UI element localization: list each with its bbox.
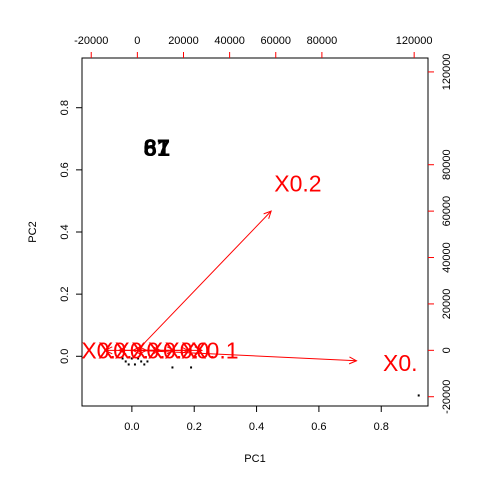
primary-ticks: 0.0 0.2 0.4 0.6 0.8 0.0 0.2 0.4 0.6 0.8 bbox=[59, 100, 389, 433]
y-tick-label: 0.4 bbox=[59, 224, 71, 239]
right-tick-label: 0 bbox=[441, 347, 453, 353]
x-tick-label: 0.0 bbox=[124, 421, 139, 433]
loading-arrowhead bbox=[131, 346, 141, 355]
observation-point: . bbox=[127, 353, 131, 369]
top-tick-label: 40000 bbox=[214, 35, 245, 47]
right-tick-label: 80000 bbox=[441, 149, 453, 180]
observation-point: . bbox=[133, 353, 137, 369]
right-tick-label: 20000 bbox=[441, 289, 453, 320]
observation-label: 87 bbox=[143, 135, 170, 162]
loading-label: X0. bbox=[98, 337, 133, 363]
top-tick-label: 80000 bbox=[307, 35, 338, 47]
x-tick-label: 0.6 bbox=[311, 421, 326, 433]
observation-point: . bbox=[139, 350, 143, 366]
observation-point: . bbox=[170, 356, 174, 372]
right-tick-label: -20000 bbox=[441, 380, 453, 414]
top-tick-label: 60000 bbox=[260, 35, 291, 47]
top-tick-label: 120000 bbox=[396, 35, 433, 47]
observation-point: . bbox=[121, 346, 125, 362]
observation-point: . bbox=[130, 346, 134, 362]
observation-label: 61 bbox=[143, 135, 170, 162]
observation-point: . bbox=[142, 353, 146, 369]
right-tick-label: 40000 bbox=[441, 242, 453, 273]
top-tick-label: 0 bbox=[134, 35, 140, 47]
loading-arrow bbox=[136, 210, 272, 351]
loading-label: X0. bbox=[383, 350, 418, 376]
top-tick-label: -20000 bbox=[74, 35, 108, 47]
loading-label: X0.2 bbox=[274, 170, 321, 196]
y-tick-label: 0.2 bbox=[59, 286, 71, 301]
x-tick-label: 0.4 bbox=[249, 421, 264, 433]
loading-arrow bbox=[137, 349, 357, 362]
observation-point: . bbox=[189, 356, 193, 372]
loading-label: X0.1 bbox=[191, 337, 238, 363]
x-tick-label: 0.8 bbox=[374, 421, 389, 433]
loading-arrowhead bbox=[194, 346, 204, 355]
loading-arrowhead bbox=[263, 210, 272, 219]
x-axis-label: PC1 bbox=[244, 453, 265, 465]
observation-point: . bbox=[136, 346, 140, 362]
y-tick-label: 0.6 bbox=[59, 162, 71, 177]
observation-point: . bbox=[124, 350, 128, 366]
loadings: X0.2X0.X0.X0.X0.X0.X0.X0.X0.X0.1 bbox=[81, 170, 417, 376]
loading-arrowhead bbox=[348, 356, 358, 365]
top-tick-label: 20000 bbox=[168, 35, 199, 47]
y-axis-label: PC2 bbox=[27, 221, 39, 242]
right-tick-label: 120000 bbox=[441, 54, 453, 91]
loading-label: X0. bbox=[81, 337, 116, 363]
y-tick-label: 0.8 bbox=[59, 100, 71, 115]
y-tick-label: 0.0 bbox=[59, 349, 71, 364]
observation-point: . bbox=[417, 384, 421, 400]
observation-point: . bbox=[146, 350, 150, 366]
loading-arrowhead bbox=[103, 346, 113, 355]
right-tick-label: 60000 bbox=[441, 196, 453, 227]
secondary-ticks: -20000 0 20000 40000 60000 80000 120000 -20000 0… bbox=[74, 35, 453, 414]
x-tick-label: 0.2 bbox=[187, 421, 202, 433]
loading-arrowhead bbox=[117, 346, 127, 355]
